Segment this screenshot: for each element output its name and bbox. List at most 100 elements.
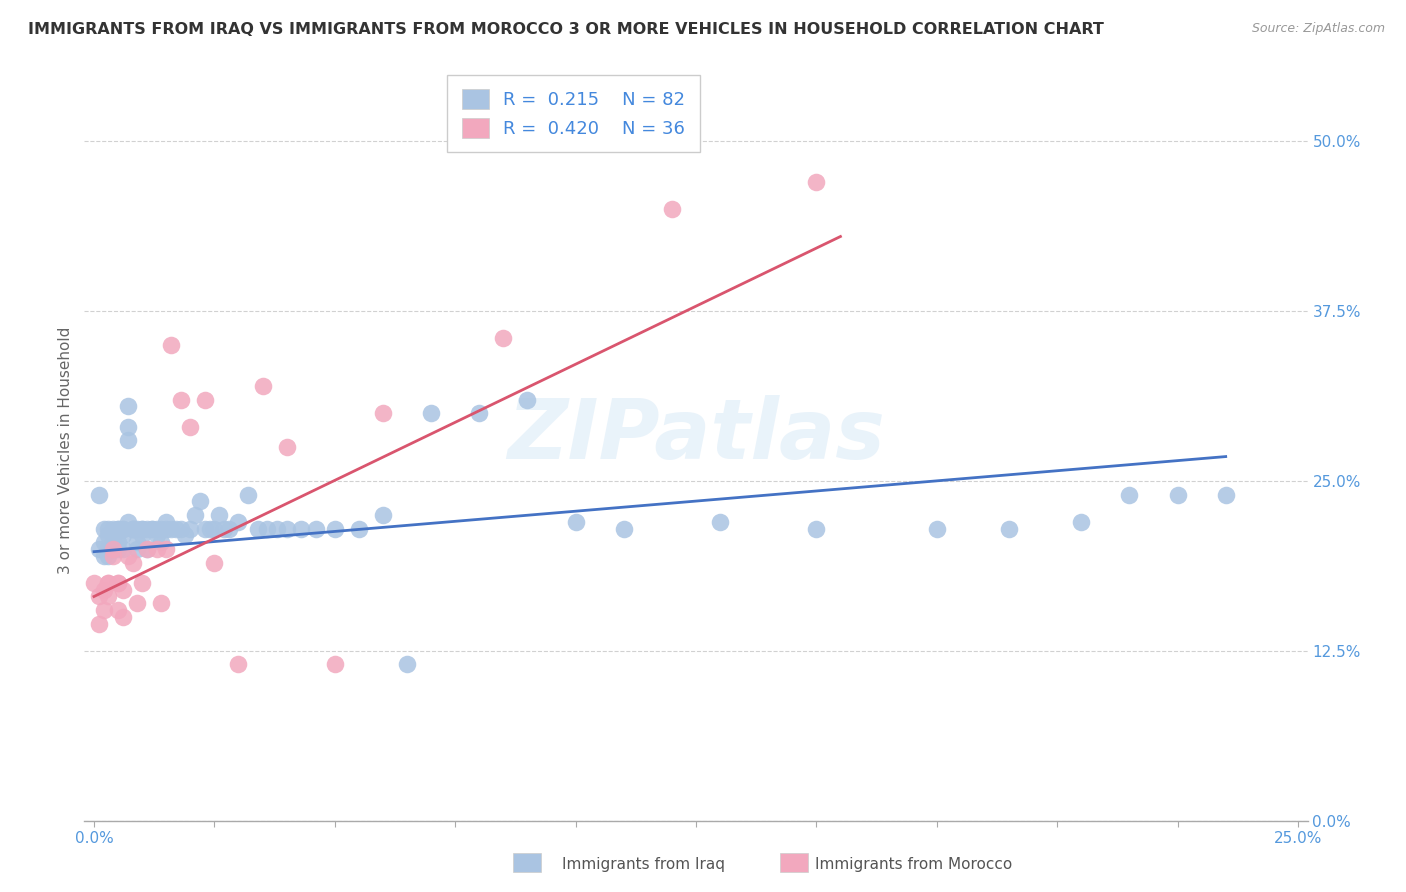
Text: Immigrants from Morocco: Immigrants from Morocco — [815, 857, 1012, 872]
Point — [131, 522, 153, 536]
Point — [266, 522, 288, 536]
Point — [564, 515, 586, 529]
Point — [198, 522, 221, 536]
Point — [145, 528, 167, 542]
Point — [93, 549, 115, 563]
Text: Source: ZipAtlas.com: Source: ZipAtlas.com — [1251, 22, 1385, 36]
Point — [127, 596, 149, 610]
Text: IMMIGRANTS FROM IRAQ VS IMMIGRANTS FROM MOROCCO 3 OR MORE VEHICLES IN HOUSEHOLD : IMMIGRANTS FROM IRAQ VS IMMIGRANTS FROM … — [28, 22, 1104, 37]
Point — [107, 603, 129, 617]
Point — [1167, 487, 1189, 501]
Point — [107, 575, 129, 590]
Point — [228, 657, 250, 672]
Point — [97, 528, 120, 542]
Point — [1118, 487, 1140, 501]
Point — [179, 419, 201, 434]
Point — [276, 440, 298, 454]
Point — [228, 515, 250, 529]
Point — [93, 603, 115, 617]
Point — [97, 522, 120, 536]
Point — [117, 549, 139, 563]
Point — [155, 541, 177, 556]
Point — [127, 535, 149, 549]
Point — [165, 522, 187, 536]
Y-axis label: 3 or more Vehicles in Household: 3 or more Vehicles in Household — [58, 326, 73, 574]
Point — [103, 541, 125, 556]
Point — [256, 522, 278, 536]
Point — [150, 596, 173, 610]
Point — [121, 522, 143, 536]
Point — [87, 616, 110, 631]
Point — [97, 590, 120, 604]
Point — [131, 522, 153, 536]
Point — [155, 522, 177, 536]
Point — [93, 522, 115, 536]
Point — [371, 406, 394, 420]
Point — [97, 541, 120, 556]
Point — [93, 535, 115, 549]
Point — [170, 392, 193, 407]
Point — [131, 575, 153, 590]
Point — [212, 522, 235, 536]
Point — [121, 522, 143, 536]
Point — [252, 379, 274, 393]
Point — [111, 522, 134, 536]
Point — [174, 528, 197, 542]
Point — [107, 535, 129, 549]
Point — [121, 522, 143, 536]
Point — [925, 522, 948, 536]
Point — [83, 575, 105, 590]
Point — [136, 541, 159, 556]
Point — [371, 508, 394, 522]
Point — [290, 522, 312, 536]
Point — [117, 400, 139, 414]
Point — [184, 508, 207, 522]
Point — [103, 535, 125, 549]
Point — [492, 331, 515, 345]
Point — [127, 541, 149, 556]
Point — [103, 541, 125, 556]
Point — [87, 487, 110, 501]
Point — [117, 434, 139, 448]
Point — [323, 657, 346, 672]
Point — [194, 522, 217, 536]
Point — [208, 508, 231, 522]
Point — [111, 528, 134, 542]
Point — [103, 528, 125, 542]
Text: Immigrants from Iraq: Immigrants from Iraq — [562, 857, 725, 872]
Point — [97, 575, 120, 590]
Point — [111, 582, 134, 597]
Point — [276, 522, 298, 536]
Point — [87, 590, 110, 604]
Point — [468, 406, 491, 420]
Point — [155, 515, 177, 529]
Point — [160, 338, 183, 352]
Point — [347, 522, 370, 536]
Point — [93, 582, 115, 597]
Point — [304, 522, 326, 536]
Point — [141, 522, 163, 536]
Point — [661, 202, 683, 217]
Point — [202, 522, 225, 536]
Point — [516, 392, 538, 407]
Point — [97, 575, 120, 590]
Point — [107, 575, 129, 590]
Point — [188, 494, 211, 508]
Point — [613, 522, 636, 536]
Point — [107, 541, 129, 556]
Point — [998, 522, 1021, 536]
Point — [194, 392, 217, 407]
Point — [806, 522, 828, 536]
Point — [709, 515, 731, 529]
Point — [131, 528, 153, 542]
Point — [150, 522, 173, 536]
Point — [236, 487, 259, 501]
Point — [170, 522, 193, 536]
Point — [202, 556, 225, 570]
Point — [141, 522, 163, 536]
Point — [420, 406, 443, 420]
Point — [1215, 487, 1237, 501]
Point — [107, 522, 129, 536]
Point — [117, 515, 139, 529]
Point — [87, 541, 110, 556]
